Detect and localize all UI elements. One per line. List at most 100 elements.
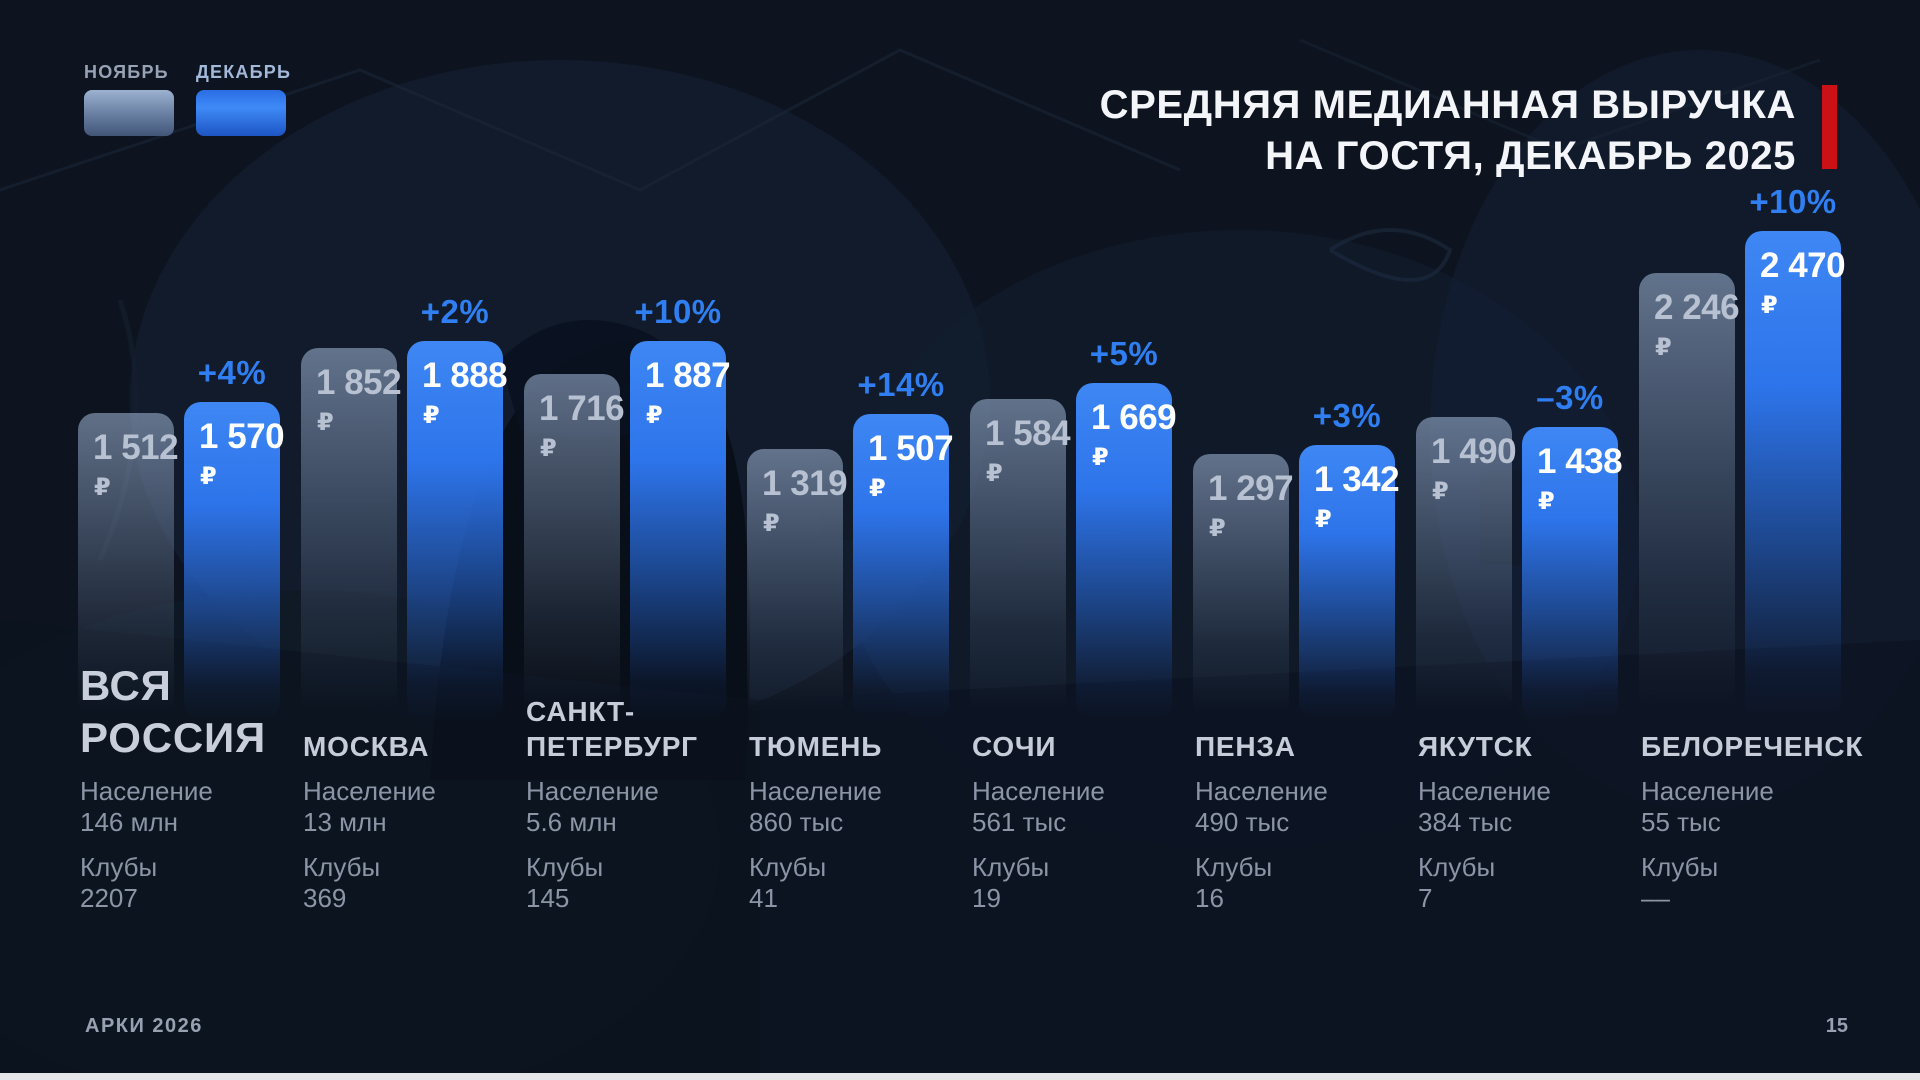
city-name-line: ПЕНЗА: [1195, 731, 1296, 762]
city-name: БЕЛОРЕЧЕНСК: [1641, 729, 1863, 764]
title-line-2: НА ГОСТЯ, ДЕКАБРЬ 2025: [1265, 134, 1796, 178]
clubs-block: Клубы 145: [526, 852, 659, 914]
bar-value: 1 319: [762, 464, 848, 503]
november-bar: 1 297 ₽: [1193, 454, 1294, 720]
november-bar: 1 512 ₽: [78, 413, 179, 720]
population-block: Население 561 тыс: [972, 776, 1105, 838]
ruble-symbol: ₽: [423, 402, 440, 429]
legend-label-december: ДЕКАБРЬ: [196, 62, 292, 82]
city-meta: Население 13 млн Клубы 369: [303, 776, 436, 914]
clubs-label: Клубы: [526, 852, 604, 882]
december-bar: 1 507 ₽: [853, 414, 954, 720]
clubs-value: 145: [526, 883, 570, 913]
november-bar: 2 246 ₽: [1639, 273, 1740, 720]
population-block: Население 384 тыс: [1418, 776, 1551, 838]
city-name-line: МОСКВА: [303, 731, 430, 762]
population-label: Население: [1418, 776, 1551, 806]
bar-group: +14% 1 319 ₽1 507 ₽ ТЮМЕНЬ Население 860 тыс Кл…: [747, 0, 970, 1080]
city-name-line: СОЧИ: [972, 731, 1057, 762]
december-bar: 1 888 ₽: [407, 341, 508, 720]
city-meta: Население 55 тыс Клубы ––: [1641, 776, 1774, 914]
clubs-label: Клубы: [749, 852, 827, 882]
bar-value: 1 507: [868, 429, 954, 468]
legend-swatch-december: [196, 90, 286, 136]
clubs-label: Клубы: [303, 852, 381, 882]
clubs-label: Клубы: [80, 852, 158, 882]
ruble-symbol: ₽: [540, 435, 557, 462]
title-accent-bar: [1822, 85, 1837, 169]
percent-change: +5%: [1089, 335, 1159, 372]
percent-change: +14%: [857, 366, 945, 403]
city-meta: Население 490 тыс Клубы 16: [1195, 776, 1328, 914]
city-name-line: САНКТ-: [526, 696, 635, 727]
population-block: Население 55 тыс: [1641, 776, 1774, 838]
bar-group: +2% 1 852 ₽ 1 888 ₽ МОСКВА Население 13 млн Клуб…: [301, 0, 524, 1080]
november-bar: 1 490 ₽: [1416, 417, 1517, 720]
december-bar: 2 470 ₽: [1745, 231, 1846, 720]
clubs-value: 19: [972, 883, 1001, 913]
population-block: Население 5.6 млн: [526, 776, 659, 838]
bar-group: +3% 1 297 ₽1 342 ₽ ПЕНЗА Население 490 тыс Клуб…: [1193, 0, 1416, 1080]
ruble-symbol: ₽: [986, 460, 1003, 487]
clubs-value: 7: [1418, 883, 1433, 913]
legend-swatch-november: [84, 90, 174, 136]
ruble-symbol: ₽: [1655, 334, 1672, 361]
ruble-symbol: ₽: [1432, 478, 1449, 505]
clubs-block: Клубы 16: [1195, 852, 1328, 914]
clubs-value: 2207: [80, 883, 138, 913]
clubs-value: 41: [749, 883, 778, 913]
clubs-value: 16: [1195, 883, 1224, 913]
city-name-line: БЕЛОРЕЧЕНСК: [1641, 731, 1864, 762]
clubs-label: Клубы: [1418, 852, 1496, 882]
city-name: САНКТ- ПЕТЕРБУРГ: [526, 694, 698, 764]
ruble-symbol: ₽: [94, 474, 111, 501]
bar-value: 1 888: [422, 356, 508, 395]
clubs-block: Клубы 19: [972, 852, 1105, 914]
population-value: 5.6 млн: [526, 807, 617, 837]
november-bar: 1 852 ₽: [301, 348, 402, 720]
city-name-line: ПЕТЕРБУРГ: [526, 731, 698, 762]
city-name-line: ТЮМЕНЬ: [749, 731, 883, 762]
legend-label-november: НОЯБРЬ: [84, 62, 169, 82]
population-value: 384 тыс: [1418, 807, 1513, 837]
clubs-block: Клубы 41: [749, 852, 882, 914]
city-name: ТЮМЕНЬ: [749, 729, 882, 764]
clubs-value: 369: [303, 883, 347, 913]
bar-value: 1 342: [1314, 460, 1400, 499]
bar-value: 1 438: [1537, 442, 1623, 481]
bar-value: 1 512: [93, 428, 179, 467]
page-title: СРЕДНЯЯ МЕДИАННАЯ ВЫРУЧКА НА ГОСТЯ, ДЕКА…: [1100, 80, 1837, 182]
population-block: Население 13 млн: [303, 776, 436, 838]
percent-change: +2%: [420, 293, 490, 330]
ruble-symbol: ₽: [869, 475, 886, 502]
bar-value: 2 246: [1654, 288, 1740, 327]
ruble-symbol: ₽: [1538, 488, 1555, 515]
population-value: 490 тыс: [1195, 807, 1290, 837]
population-block: Население 860 тыс: [749, 776, 882, 838]
december-bar: 1 570 ₽: [184, 402, 285, 720]
population-label: Население: [303, 776, 436, 806]
city-name-line: ЯКУТСК: [1418, 731, 1533, 762]
population-label: Население: [749, 776, 882, 806]
population-label: Население: [526, 776, 659, 806]
ruble-symbol: ₽: [763, 510, 780, 537]
city-name: СОЧИ: [972, 729, 1056, 764]
ruble-symbol: ₽: [200, 463, 217, 490]
population-label: Население: [1641, 776, 1774, 806]
title-line-1: СРЕДНЯЯ МЕДИАННАЯ ВЫРУЧКА: [1099, 83, 1796, 127]
bar-group: +10% 1 716 ₽1 887 ₽ САНКТ- ПЕТЕРБУРГ Население…: [524, 0, 747, 1080]
population-value: 561 тыс: [972, 807, 1067, 837]
percent-change: +4%: [197, 354, 267, 391]
clubs-block: Клубы ––: [1641, 852, 1774, 914]
ruble-symbol: ₽: [1761, 292, 1778, 319]
ruble-symbol: ₽: [646, 402, 663, 429]
city-name: ЯКУТСК: [1418, 729, 1533, 764]
november-bar: 1 584 ₽: [970, 399, 1071, 720]
ruble-symbol: ₽: [1315, 506, 1332, 533]
november-bar: 1 319 ₽: [747, 449, 848, 720]
december-bar: 1 669 ₽: [1076, 383, 1177, 720]
brand-label: АРКИ 2026: [85, 1015, 203, 1037]
chart-legend: НОЯБРЬ ДЕКАБРЬ: [84, 62, 291, 136]
